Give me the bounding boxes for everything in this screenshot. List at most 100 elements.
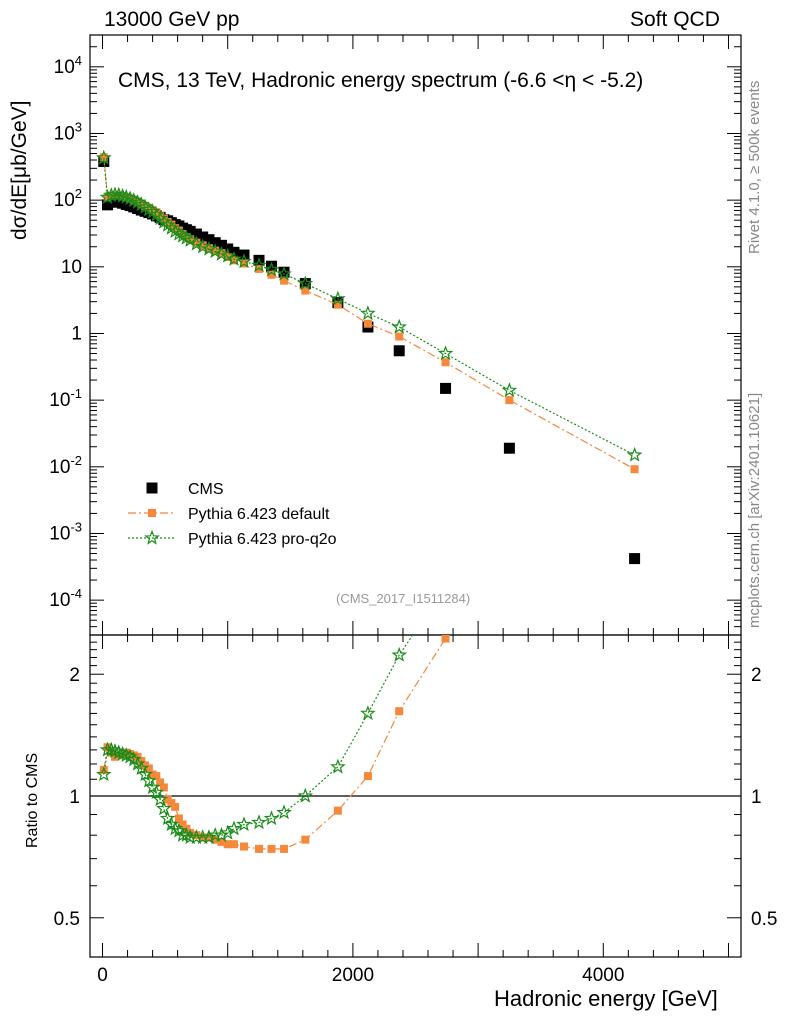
data-point-pythia-6-423-default <box>211 246 220 255</box>
analysis-id-label: (CMS_2017_I1511284) <box>336 591 471 606</box>
main-series-group <box>95 149 643 565</box>
ratio-point-pythia-6-423-default <box>211 835 220 844</box>
series-layer <box>95 149 643 853</box>
ratio-point-pythia-6-423-default <box>255 844 264 853</box>
main-y-tick-label: 103 <box>54 119 82 144</box>
main-y-tick-label: 1 <box>71 323 82 344</box>
ratio-point-pythia-6-423-default <box>144 764 153 773</box>
ratio-point-pythia-6-423-default <box>395 707 404 716</box>
ratio-point-pythia-6-423-default <box>280 844 289 853</box>
ratio-point-pythia-6-423-default <box>217 837 226 846</box>
ratio-y-tick-label: 1 <box>69 787 80 808</box>
axis-tick-labels: 10-4 10-3 10-2 10-1 1 10 102 103 104 0 2000 4000 0.5… <box>49 53 777 986</box>
ratio-line-pythia-6-423-default <box>103 635 448 850</box>
main-y-tick-label: 10-1 <box>49 386 82 411</box>
data-point-pythia-6-423-default <box>198 241 207 250</box>
ratio-point-pythia-6-423-default <box>174 814 183 823</box>
data-point-pythia-6-423-default <box>192 238 201 247</box>
ratio-point-pythia-6-423-pro-q2o <box>213 827 230 842</box>
data-point-pythia-6-423-pro-q2o <box>437 345 454 361</box>
data-point-pythia-6-423-default <box>301 286 310 295</box>
ratio-point-pythia-6-423-default <box>204 833 213 842</box>
legend-marker-pythia-6-423-default <box>148 509 156 517</box>
data-point-pythia-6-423-pro-q2o <box>330 290 346 306</box>
legend-label-pythia-6-423-pro-q2o: Pythia 6.423 pro-q2o <box>188 531 337 548</box>
data-point-cms <box>215 239 227 251</box>
ratio-point-pythia-6-423-default <box>156 778 165 787</box>
data-point-cms <box>278 266 290 278</box>
series-line-pythia-6-423-pro-q2o <box>103 157 635 456</box>
axis-ticks <box>90 34 741 958</box>
data-point-pythia-6-423-default <box>280 276 289 285</box>
data-point-cms <box>190 228 202 240</box>
header-left: 13000 GeV pp <box>104 8 240 31</box>
data-point-pythia-6-423-default <box>441 358 450 367</box>
ratio-point-pythia-6-423-pro-q2o <box>391 646 408 662</box>
data-point-cms <box>209 237 221 249</box>
ratio-y-tick-label-right: 0.5 <box>751 909 777 930</box>
main-y-tick-label: 10-2 <box>49 453 82 478</box>
ratio-point-pythia-6-423-pro-q2o <box>137 766 153 782</box>
ratio-point-pythia-6-423-pro-q2o <box>297 787 314 803</box>
data-point-pythia-6-423-default <box>363 319 372 328</box>
data-point-pythia-6-423-pro-q2o <box>276 265 292 281</box>
ratio-point-pythia-6-423-pro-q2o <box>219 824 236 840</box>
ratio-line-pythia-6-423-pro-q2o <box>103 635 414 839</box>
data-point-pythia-6-423-default <box>239 259 248 268</box>
ratio-point-pythia-6-423-pro-q2o <box>141 772 157 788</box>
data-point-pythia-6-423-default <box>186 235 195 244</box>
data-point-pythia-6-423-default <box>630 465 639 474</box>
ratio-point-pythia-6-423-pro-q2o <box>263 810 280 826</box>
legend: CMS Pythia 6.423 default Pythia 6.423 pro-… <box>128 481 337 548</box>
ratio-point-pythia-6-423-default <box>301 835 310 844</box>
series-line-pythia-6-423-default <box>103 157 635 470</box>
data-point-pythia-6-423-default <box>255 264 264 273</box>
x-tick-label: 0 <box>97 965 108 986</box>
data-point-pythia-6-423-pro-q2o <box>95 149 112 165</box>
main-y-tick-label: 10-3 <box>49 519 82 544</box>
legend-marker-cms <box>146 482 158 494</box>
ratio-point-pythia-6-423-pro-q2o <box>99 741 116 757</box>
legend-label-pythia-6-423-default: Pythia 6.423 default <box>188 506 330 523</box>
ratio-point-pythia-6-423-pro-q2o <box>251 814 267 830</box>
main-y-tick-label: 102 <box>54 186 82 211</box>
x-axis-label: Hadronic energy [GeV] <box>494 986 718 1011</box>
chart-title: CMS, 13 TeV, Hadronic energy spectrum (-… <box>116 69 646 93</box>
ratio-point-pythia-6-423-pro-q2o <box>163 816 180 832</box>
ratio-point-pythia-6-423-pro-q2o <box>201 829 217 845</box>
data-point-cms <box>266 260 278 272</box>
ratio-point-pythia-6-423-pro-q2o <box>156 800 172 816</box>
data-point-cms <box>393 345 405 357</box>
data-point-pythia-6-423-default <box>395 332 404 341</box>
data-point-pythia-6-423-pro-q2o <box>107 186 123 202</box>
data-point-pythia-6-423-default <box>505 396 514 405</box>
ratio-point-pythia-6-423-pro-q2o <box>360 705 376 721</box>
ratio-point-pythia-6-423-default <box>178 820 187 829</box>
header-right: Soft QCD <box>630 8 720 31</box>
data-point-pythia-6-423-pro-q2o <box>391 318 408 334</box>
ratio-point-pythia-6-423-pro-q2o <box>159 810 176 826</box>
ratio-point-pythia-6-423-default <box>267 844 276 853</box>
ratio-y-tick-label: 2 <box>69 665 80 686</box>
data-point-cms <box>629 553 641 565</box>
data-point-pythia-6-423-pro-q2o <box>251 257 267 273</box>
data-point-pythia-6-423-pro-q2o <box>213 245 230 261</box>
ratio-point-pythia-6-423-pro-q2o <box>276 804 292 820</box>
ratio-point-pythia-6-423-default <box>333 806 342 815</box>
ratio-point-pythia-6-423-default <box>631 250 639 258</box>
data-point-pythia-6-423-default <box>204 244 213 253</box>
ratio-point-pythia-6-423-pro-q2o <box>152 791 168 807</box>
ratio-point-pythia-6-423-pro-q2o <box>226 820 242 836</box>
data-point-cms <box>197 231 209 243</box>
data-point-pythia-6-423-pro-q2o <box>236 253 252 269</box>
data-point-cms <box>503 442 515 454</box>
ratio-point-pythia-6-423-default <box>152 772 161 781</box>
data-point-pythia-6-423-default <box>99 153 108 162</box>
ratio-point-pythia-6-423-pro-q2o <box>148 784 165 800</box>
main-y-tick-label: 10-4 <box>49 586 82 611</box>
data-point-pythia-6-423-pro-q2o <box>188 235 205 251</box>
data-point-pythia-6-423-pro-q2o <box>207 243 224 259</box>
ratio-point-pythia-6-423-default <box>239 842 248 851</box>
data-point-pythia-6-423-pro-q2o <box>626 446 643 462</box>
